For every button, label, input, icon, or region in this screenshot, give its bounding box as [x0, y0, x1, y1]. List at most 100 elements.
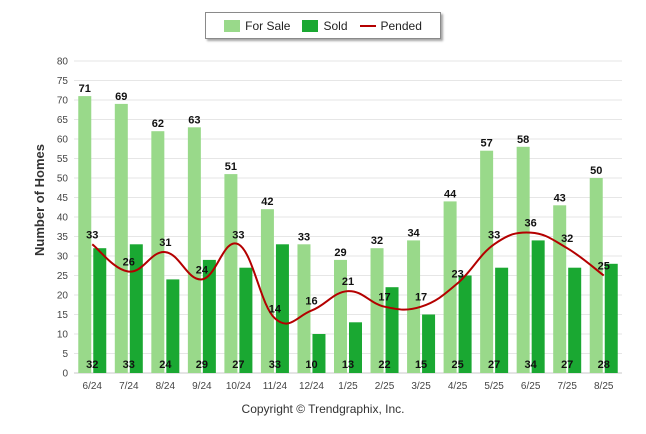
- for-sale-bar: [334, 259, 347, 373]
- x-tick-label: 8/24: [156, 381, 176, 392]
- pended-value-label: 14: [269, 303, 282, 315]
- for-sale-bar: [480, 150, 494, 373]
- sold-value-label: 29: [196, 359, 208, 371]
- legend-label-pended: Pended: [380, 18, 422, 33]
- sold-value-label: 33: [269, 359, 281, 371]
- for-sale-value-label: 58: [517, 134, 529, 146]
- sold-swatch-icon: [302, 19, 319, 32]
- x-tick-label: 8/25: [594, 381, 614, 392]
- sold-value-label: 25: [451, 359, 463, 371]
- y-tick-label: 0: [62, 369, 68, 380]
- sold-value-label: 24: [159, 359, 172, 371]
- pended-value-label: 16: [305, 296, 317, 308]
- sold-value-label: 27: [561, 359, 573, 371]
- y-tick-label: 75: [57, 76, 69, 87]
- pended-value-label: 33: [86, 229, 98, 241]
- pended-value-label: 17: [378, 292, 390, 304]
- sold-value-label: 33: [123, 359, 135, 371]
- for-sale-bar: [114, 103, 128, 374]
- sold-value-label: 13: [342, 359, 354, 371]
- for-sale-bar: [297, 244, 311, 373]
- sold-bar: [531, 240, 545, 373]
- pended-value-label: 24: [196, 264, 209, 276]
- pended-series-line: [91, 231, 605, 325]
- for-sale-bar: [553, 205, 567, 373]
- for-sale-value-label: 32: [371, 235, 383, 247]
- pended-value-label: 21: [342, 276, 354, 288]
- sold-value-label: 22: [378, 359, 390, 371]
- pended-value-label: 36: [525, 218, 537, 230]
- for-sale-bar: [151, 131, 165, 373]
- for-sale-swatch-icon: [224, 19, 241, 32]
- sold-bar: [93, 248, 107, 373]
- pended-value-label: 33: [232, 229, 244, 241]
- legend-item-for-sale[interactable]: For Sale: [224, 19, 290, 33]
- y-tick-label: 30: [57, 252, 69, 263]
- sold-bar: [422, 314, 436, 373]
- for-sale-bar: [370, 248, 384, 373]
- sold-value-label: 32: [86, 359, 98, 371]
- sold-value-label: 28: [598, 359, 610, 371]
- for-sale-value-label: 42: [261, 196, 273, 208]
- y-tick-label: 10: [57, 330, 69, 341]
- x-tick-label: 11/24: [263, 381, 288, 392]
- sold-bar: [568, 267, 582, 373]
- sold-bar: [349, 322, 362, 373]
- chart-legend[interactable]: For Sale Sold Pended: [205, 12, 441, 39]
- sold-value-label: 34: [525, 359, 538, 371]
- pended-value-label: 23: [451, 268, 463, 280]
- y-tick-label: 45: [57, 193, 69, 204]
- sold-value-label: 10: [305, 359, 317, 371]
- copyright-text: Copyright © Trendgraphix, Inc.: [241, 402, 405, 416]
- for-sale-value-label: 29: [334, 247, 346, 259]
- y-tick-label: 65: [57, 115, 69, 126]
- for-sale-value-label: 63: [188, 114, 200, 126]
- y-tick-label: 50: [57, 174, 69, 185]
- y-tick-label: 55: [57, 154, 69, 165]
- for-sale-bar: [589, 178, 603, 373]
- x-tick-label: 9/24: [192, 381, 212, 392]
- for-sale-value-label: 57: [481, 138, 493, 150]
- x-tick-label: 4/25: [448, 381, 468, 392]
- for-sale-bar: [78, 96, 92, 373]
- for-sale-value-label: 43: [554, 192, 566, 204]
- pended-value-label: 33: [488, 229, 500, 241]
- sold-bar: [312, 334, 326, 373]
- y-tick-label: 40: [57, 213, 69, 224]
- x-tick-label: 5/25: [484, 381, 504, 392]
- y-tick-label: 5: [62, 349, 68, 360]
- y-tick-label: 35: [57, 232, 69, 243]
- pended-value-label: 17: [415, 292, 427, 304]
- sold-bar: [275, 244, 289, 373]
- x-tick-label: 7/24: [119, 381, 139, 392]
- y-tick-label: 80: [57, 57, 69, 68]
- sold-value-label: 27: [232, 359, 244, 371]
- y-tick-label: 20: [57, 291, 69, 302]
- for-sale-bar: [224, 174, 238, 373]
- legend-label-for-sale: For Sale: [245, 18, 291, 33]
- pended-value-label: 26: [123, 257, 135, 269]
- for-sale-value-label: 69: [115, 91, 127, 103]
- y-tick-label: 70: [57, 96, 69, 107]
- sold-bar: [202, 259, 216, 373]
- sold-bar: [129, 244, 143, 373]
- for-sale-value-label: 71: [79, 83, 91, 95]
- x-tick-label: 2/25: [375, 381, 395, 392]
- sold-value-label: 15: [415, 359, 427, 371]
- sold-bar: [495, 267, 509, 373]
- legend-item-pended[interactable]: Pended: [359, 18, 422, 33]
- x-tick-label: 12/24: [299, 381, 324, 392]
- legend-item-sold[interactable]: Sold: [302, 19, 348, 33]
- x-tick-label: 7/25: [557, 381, 577, 392]
- for-sale-value-label: 62: [152, 118, 164, 130]
- for-sale-bar: [260, 209, 274, 373]
- for-sale-bar: [516, 146, 530, 373]
- y-tick-label: 25: [57, 271, 69, 282]
- pended-value-label: 32: [561, 233, 573, 245]
- for-sale-bar: [407, 240, 421, 373]
- for-sale-value-label: 44: [444, 188, 457, 200]
- x-tick-label: 6/25: [521, 381, 541, 392]
- y-tick-label: 15: [57, 310, 69, 321]
